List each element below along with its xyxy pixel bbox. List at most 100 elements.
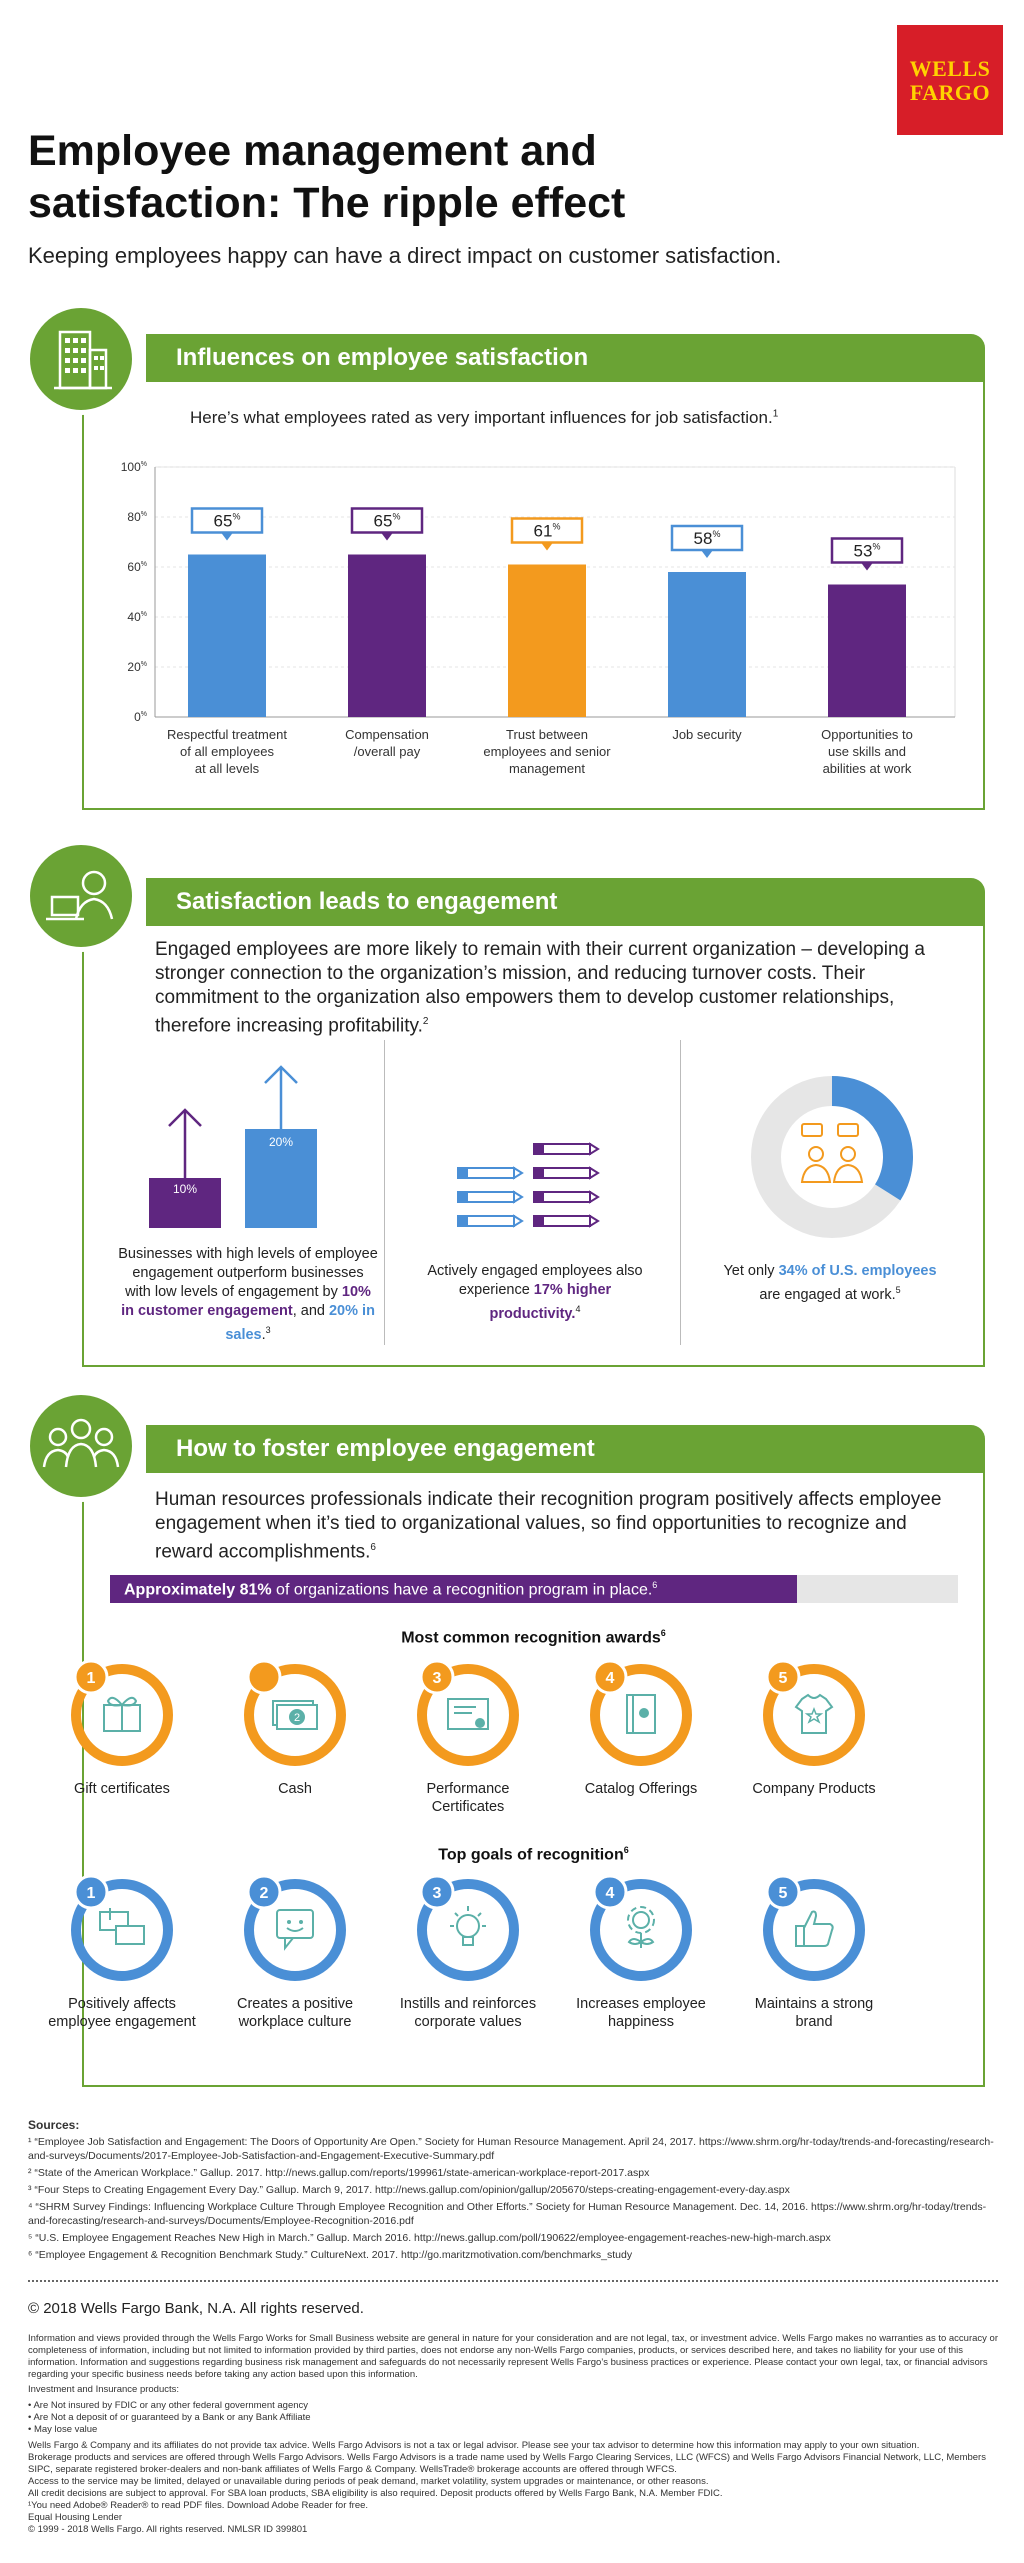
x-category-label: Compensation/overall pay bbox=[345, 727, 429, 759]
award-ring bbox=[417, 1664, 519, 1766]
products-label: Investment and Insurance products: bbox=[28, 2384, 180, 2395]
smile-bubble-icon bbox=[276, 1909, 314, 1951]
engaged-us-hl: 34% of U.S. employees bbox=[778, 1263, 937, 1279]
award-badge: 3 bbox=[417, 1659, 519, 1766]
goals-heading-text: Top goals of recognition bbox=[438, 1846, 624, 1864]
award-item: 5 Company Products bbox=[739, 1655, 889, 1798]
section-foster-heading: How to foster employee engagement bbox=[176, 1435, 595, 1462]
award-number-circle bbox=[592, 1659, 628, 1695]
engaged-us-text-a: Yet only bbox=[723, 1263, 779, 1279]
goal-ring bbox=[590, 1879, 692, 1981]
recognition-bar-fill bbox=[110, 1575, 797, 1603]
two-people-chat-icon bbox=[800, 1123, 864, 1183]
source-item: ² “State of the American Workplace.” Gal… bbox=[28, 2167, 650, 2179]
goal-badge: 3 bbox=[417, 1874, 519, 1981]
goal-label: Maintains a strong brand bbox=[754, 1996, 874, 2030]
disclaimer-4: Access to the service may be limited, de… bbox=[28, 2476, 709, 2487]
goals-heading: Top goals of recognition6 bbox=[82, 1845, 985, 1864]
y-tick-label: 20% bbox=[127, 660, 147, 674]
recognition-bar-track: Approximately 81% of organizations have … bbox=[110, 1575, 958, 1603]
bullet-2: • Are Not a deposit of or guaranteed by … bbox=[28, 2412, 311, 2423]
chart-intro-text: Here’s what employees rated as very impo… bbox=[190, 408, 773, 427]
foster-paragraph-sup: 6 bbox=[370, 1542, 376, 1553]
satisfaction-bar-chart: 0%20%40%60%80%100%65%Respectful treatmen… bbox=[121, 460, 956, 776]
bar-10-label: 10% bbox=[172, 1182, 198, 1196]
source-item: ⁶ “Employee Engagement & Recognition Ben… bbox=[28, 2249, 633, 2261]
x-category-label: Respectful treatment of all employees at a… bbox=[167, 727, 287, 776]
goal-ring bbox=[71, 1879, 173, 1981]
y-tick-label: 100% bbox=[121, 460, 147, 474]
disclaimer-1: Information and views provided through t… bbox=[28, 2333, 998, 2380]
outperform-sup: 3 bbox=[265, 1325, 271, 1335]
disclaimer-2: Wells Fargo & Company and its affiliates… bbox=[28, 2440, 920, 2451]
x-category-label: Trust between employees and senior managem… bbox=[483, 727, 611, 776]
outperform-hl-2: 20% in sales bbox=[225, 1303, 375, 1343]
award-label: Gift certificates bbox=[74, 1781, 170, 1797]
page-title: Employee management and satisfaction: Th… bbox=[28, 127, 626, 227]
disclaimer-5: All credit decisions are subject to appr… bbox=[28, 2488, 723, 2499]
engagement-paragraph: Engaged employees are more likely to rem… bbox=[155, 938, 945, 1038]
productivity-hl: 17% higher productivity. bbox=[489, 1282, 612, 1322]
bar-value-box bbox=[830, 537, 904, 564]
award-ring bbox=[590, 1664, 692, 1766]
source-item: ⁴ “SHRM Survey Findings: Influencing Wor… bbox=[28, 2201, 987, 2227]
thumbs-up-icon bbox=[795, 1910, 834, 1947]
recognition-bar-strong: Approximately 81% bbox=[124, 1581, 272, 1599]
chart-intro-sup: 1 bbox=[772, 408, 779, 420]
section-influences-box bbox=[82, 365, 985, 810]
goal-item: 1 Positively affects employee engagement bbox=[47, 1870, 197, 2031]
engagement-paragraph-sup: 2 bbox=[422, 1016, 429, 1027]
award-label: Performance Certificates bbox=[426, 1781, 510, 1815]
goal-ring bbox=[763, 1879, 865, 1981]
award-badge: 2 bbox=[244, 1659, 346, 1766]
disclaimer-3: Brokerage products and services are offe… bbox=[28, 2452, 986, 2475]
goal-number: 2 bbox=[260, 1885, 269, 1902]
wells-fargo-logo[interactable]: WELLS FARGO bbox=[897, 25, 1003, 135]
award-badge: 4 bbox=[590, 1659, 692, 1766]
goal-badge: 1 bbox=[71, 1874, 173, 1981]
bullet-3-text: May lose value bbox=[33, 2424, 98, 2435]
disclaimer-8: © 1999 - 2018 Wells Fargo. All rights re… bbox=[28, 2524, 308, 2535]
goal-label: Creates a positive workplace culture bbox=[236, 1996, 354, 2030]
x-category-label: Job security bbox=[672, 727, 742, 742]
award-item: 4 Catalog Offerings bbox=[566, 1655, 716, 1798]
outperform-text: Businesses with high levels of employee … bbox=[118, 1245, 378, 1345]
award-label: Cash bbox=[278, 1781, 312, 1797]
goal-badge: 2 bbox=[244, 1874, 346, 1981]
engaged-us-text-b: are engaged at work. bbox=[759, 1286, 896, 1303]
disclaimer-block: Information and views provided through t… bbox=[28, 2333, 998, 2536]
award-item: 2 Cash bbox=[220, 1655, 370, 1798]
award-number-circle bbox=[246, 1659, 282, 1695]
y-tick-label: 60% bbox=[127, 560, 147, 574]
source-item: ⁵ “U.S. Employee Engagement Reaches New … bbox=[28, 2232, 831, 2244]
y-tick-label: 80% bbox=[127, 510, 147, 524]
y-tick-label: 40% bbox=[127, 610, 147, 624]
award-item: 3 Performance Certificates bbox=[393, 1655, 543, 1816]
sources-heading: Sources: bbox=[28, 2118, 80, 2132]
engaged-us-sup: 5 bbox=[895, 1285, 901, 1295]
bar-20-label: 20% bbox=[268, 1135, 294, 1149]
bar bbox=[828, 584, 906, 717]
goal-ring bbox=[244, 1879, 346, 1981]
goal-number: 4 bbox=[606, 1885, 615, 1902]
productivity-text: Actively engaged employees also experien… bbox=[420, 1262, 650, 1324]
y-tick-label: 0% bbox=[134, 710, 147, 724]
catalog-icon bbox=[626, 1694, 656, 1734]
engagement-donut-chart bbox=[751, 1076, 913, 1238]
bullet-1-text: Are Not insured by FDIC or any other fed… bbox=[33, 2400, 309, 2411]
bar bbox=[188, 554, 266, 717]
goal-badge: 4 bbox=[590, 1874, 692, 1981]
disclaimer-6[interactable]: ¹You need Adobe® Reader® to read PDF fil… bbox=[28, 2500, 369, 2511]
goal-number-circle bbox=[246, 1874, 282, 1910]
bar-value-box bbox=[670, 524, 744, 552]
engaged-us-text: Yet only 34% of U.S. employees are engag… bbox=[720, 1262, 940, 1305]
awards-heading-text: Most common recognition awards bbox=[401, 1629, 661, 1647]
award-number-circle bbox=[73, 1659, 109, 1695]
recognition-bar-rest: of organizations have a recognition prog… bbox=[271, 1581, 653, 1599]
award-number: 5 bbox=[779, 1670, 788, 1687]
awards-heading-sup: 6 bbox=[660, 1628, 666, 1638]
products-bullets: • Are Not insured by FDIC or any other f… bbox=[28, 2400, 998, 2436]
goal-number: 1 bbox=[87, 1885, 96, 1902]
bar bbox=[348, 554, 426, 717]
sources-list: ¹ “Employee Job Satisfaction and Engagem… bbox=[28, 2135, 998, 2262]
